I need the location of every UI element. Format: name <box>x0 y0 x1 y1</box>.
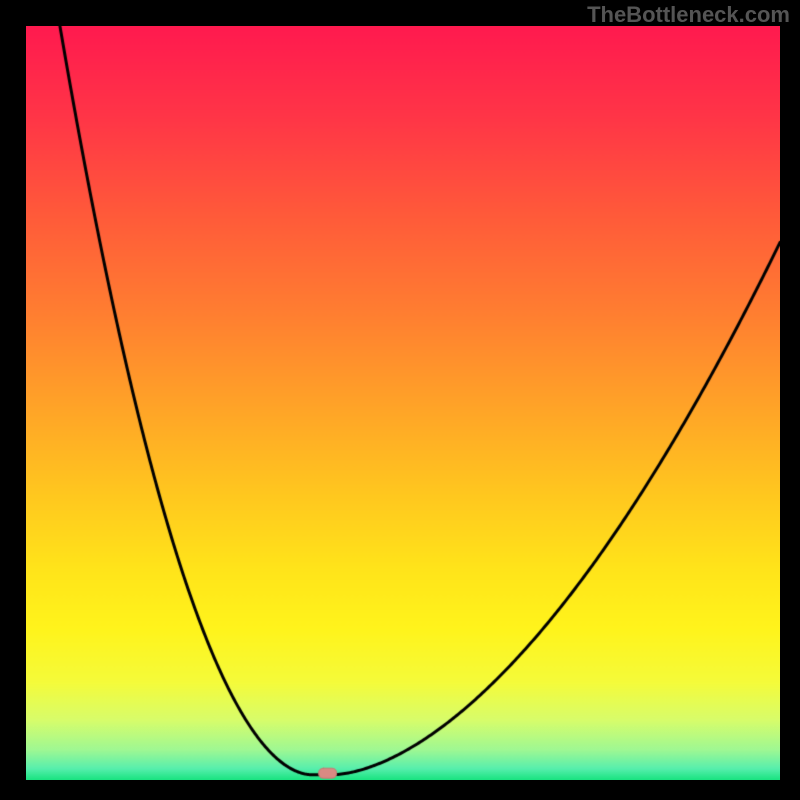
plot-canvas <box>26 26 780 780</box>
watermark-text: TheBottleneck.com <box>587 2 790 28</box>
plot-area <box>26 26 780 780</box>
figure-container: TheBottleneck.com <box>0 0 800 800</box>
